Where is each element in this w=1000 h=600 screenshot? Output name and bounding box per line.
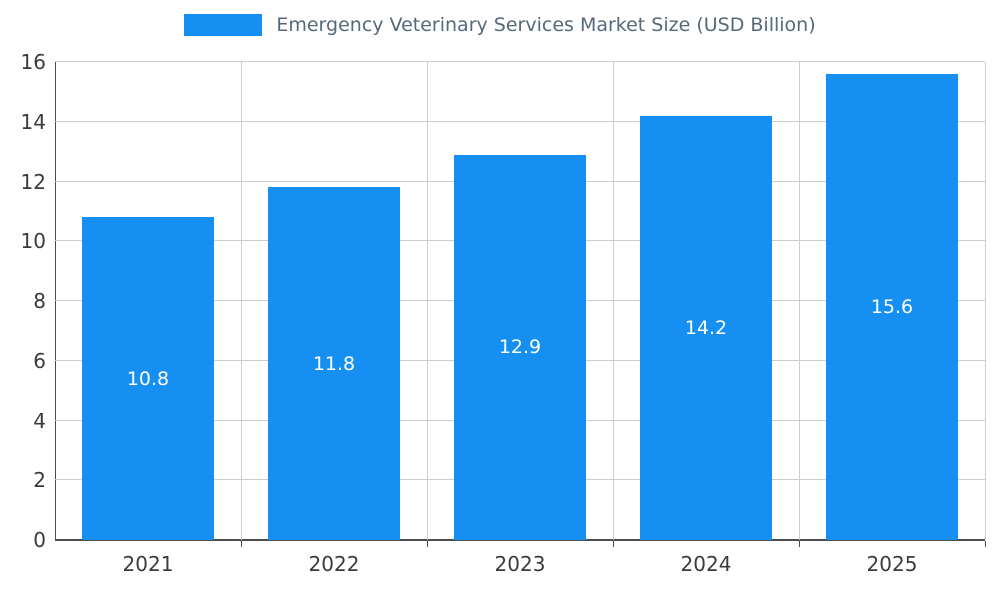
bar-value-label: 11.8 <box>312 352 356 375</box>
gridline-vertical <box>241 62 242 540</box>
x-tick-label: 2022 <box>308 552 360 576</box>
bar-value-label: 12.9 <box>498 336 542 359</box>
y-tick-label: 6 <box>33 348 46 373</box>
y-tick-label: 12 <box>20 169 46 194</box>
x-tick-mark <box>613 541 614 547</box>
gridline-horizontal <box>55 120 985 122</box>
legend-swatch-icon <box>184 14 263 36</box>
x-axis-labels: 2021 2022 2023 2024 2025 <box>55 552 985 586</box>
x-tick-label: 2021 <box>122 552 174 576</box>
y-tick-label: 16 <box>20 50 46 74</box>
y-tick-label: 10 <box>20 229 46 254</box>
bar: 14.2 <box>639 115 773 540</box>
x-tick-label: 2023 <box>494 552 546 576</box>
x-axis-line <box>55 539 985 541</box>
gridline-vertical <box>985 62 986 540</box>
x-tick-label: 2025 <box>866 552 918 576</box>
x-tick-mark <box>985 541 986 547</box>
gridline-vertical <box>427 62 428 540</box>
bar-value-label: 15.6 <box>870 295 914 318</box>
gridline-vertical <box>799 62 800 540</box>
bar: 11.8 <box>267 187 401 540</box>
y-tick-label: 14 <box>20 109 46 134</box>
x-tick-mark <box>241 541 242 547</box>
x-tick-mark <box>427 541 428 547</box>
y-tick-label: 8 <box>33 289 46 313</box>
chart-legend: Emergency Veterinary Services Market Siz… <box>0 14 1000 36</box>
gridline-vertical <box>613 62 614 540</box>
x-tick-label: 2024 <box>680 552 732 576</box>
bar: 10.8 <box>81 217 215 540</box>
bar: 12.9 <box>453 154 587 540</box>
gridline-horizontal <box>55 61 985 62</box>
y-axis-line <box>55 62 56 540</box>
bar: 15.6 <box>825 73 959 540</box>
y-tick-label: 4 <box>33 408 46 433</box>
chart-title: Emergency Veterinary Services Market Siz… <box>276 14 816 36</box>
x-tick-mark <box>799 541 800 547</box>
y-tick-label: 0 <box>33 528 46 552</box>
bar-value-label: 14.2 <box>684 316 728 339</box>
plot-area: 10.8 11.8 12.9 14.2 15.6 <box>55 61 986 547</box>
y-axis-labels: 0 2 4 6 8 10 12 14 16 <box>0 50 46 552</box>
y-tick-label: 2 <box>33 468 46 493</box>
bar-value-label: 10.8 <box>126 367 170 390</box>
